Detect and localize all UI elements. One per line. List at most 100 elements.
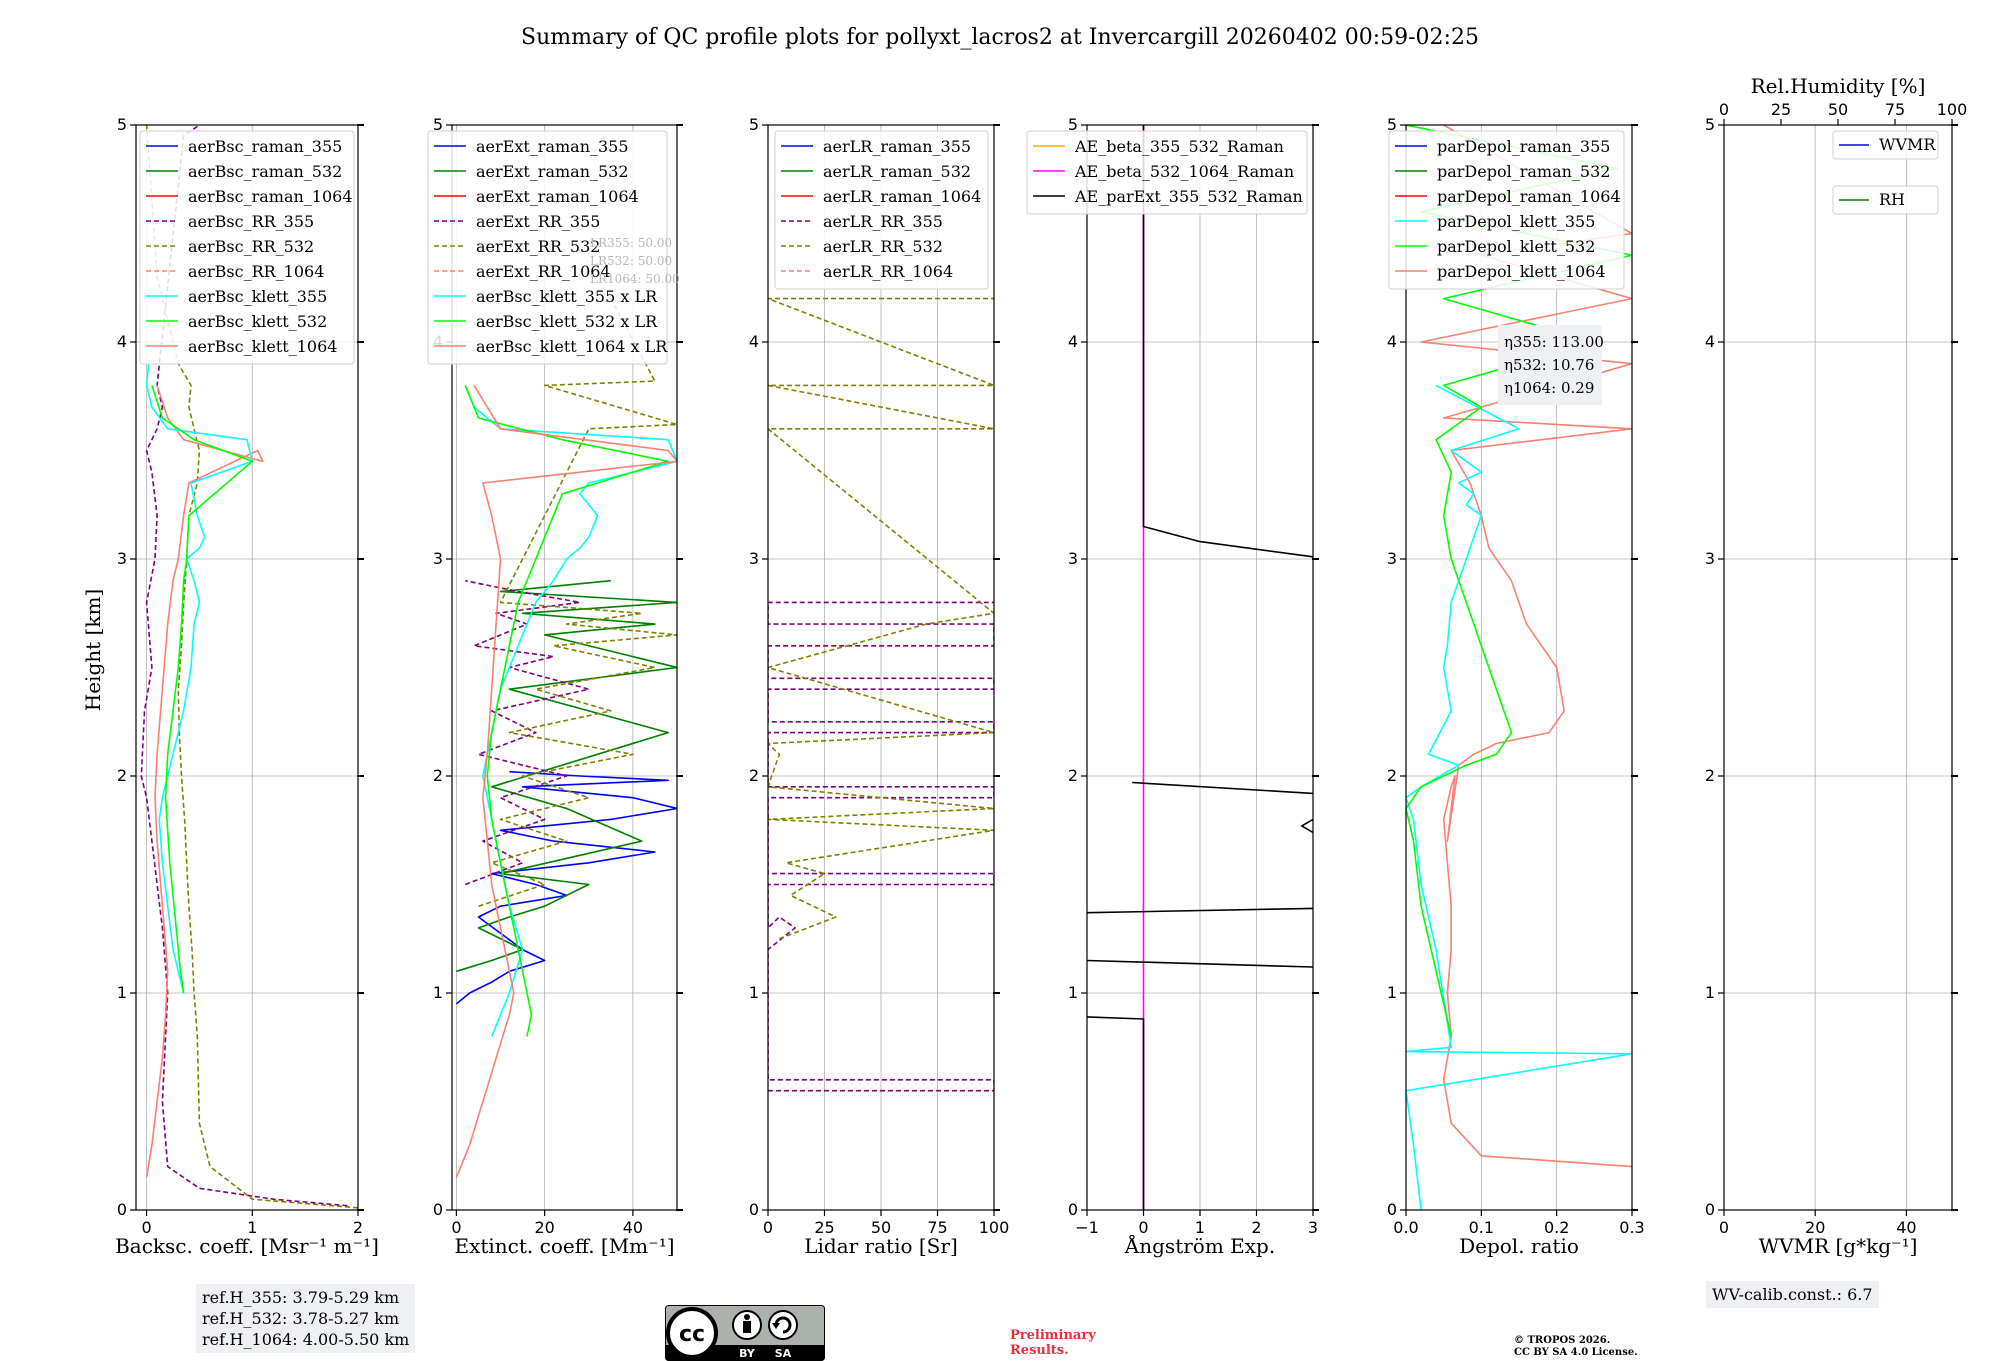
series-aerBsc_klett_355 x LR bbox=[464, 385, 677, 1037]
panel-bsc: 0 1 2 0 1 2 3 4 5 Backsc. coeff. [Msr⁻¹ m⁻¹] aerBs… bbox=[115, 115, 379, 1258]
series-aerExt_raman_355 bbox=[455, 770, 677, 1005]
x-tick-label: −1 bbox=[1075, 1218, 1099, 1237]
x-axis-label: WVMR [g*kg⁻¹] bbox=[1759, 1234, 1918, 1258]
panel-lr: 0 25 50 75 100 0 1 2 3 4 5 Lidar ratio [Sr] aerLR_ra… bbox=[749, 115, 1009, 1258]
panel-wvmr: 0 20 40 0 1 2 3 4 5 WVMR [g*kg⁻¹] 0 25 50 75 100 Rel.Hu… bbox=[1705, 74, 1967, 1258]
ref-height-1064: ref.H_1064: 4.00-5.50 km bbox=[202, 1330, 410, 1349]
legend-label: aerLR_raman_532 bbox=[823, 162, 971, 181]
y-axis-label: Height [km] bbox=[81, 589, 105, 711]
x-tick-label: 100 bbox=[979, 1218, 1010, 1237]
legend-label: aerBsc_klett_1064 x LR bbox=[476, 337, 668, 356]
x-tick-label: 50 bbox=[871, 1218, 891, 1237]
x-axis-label: Lidar ratio [Sr] bbox=[804, 1234, 958, 1258]
series-group bbox=[140, 125, 358, 1209]
legend-label: parDepol_klett_532 bbox=[1437, 237, 1595, 256]
x-tick-label: 0.1 bbox=[1469, 1218, 1494, 1237]
y-tick-label: 3 bbox=[1387, 549, 1397, 568]
cc-sa-label: SA bbox=[775, 1347, 792, 1360]
series-group bbox=[455, 298, 677, 1178]
wv-calib-box: WV-calib.const.: 6.7 bbox=[1706, 1281, 1879, 1308]
legend-label: aerBsc_klett_1064 bbox=[188, 337, 337, 356]
legend: aerExt_raman_355 aerExt_raman_532 aerExt_r… bbox=[427, 130, 668, 365]
preliminary-line-2: Results. bbox=[1010, 1343, 1069, 1358]
x-tick-label: 20 bbox=[1805, 1218, 1825, 1237]
copyright-line-2: CC BY SA 4.0 License. bbox=[1514, 1347, 1638, 1358]
axes-frame bbox=[451, 124, 678, 1211]
y-tick-label: 1 bbox=[433, 983, 443, 1002]
legend-label: aerExt_raman_1064 bbox=[476, 187, 639, 206]
legend-label: aerBsc_RR_532 bbox=[188, 237, 314, 256]
y-tick-label: 5 bbox=[1705, 115, 1715, 134]
cc-license-badge: cc BY SA bbox=[665, 1305, 825, 1361]
legend-label: aerExt_RR_355 bbox=[476, 212, 600, 231]
legend-frame bbox=[1832, 185, 1939, 215]
legend-label: aerLR_RR_1064 bbox=[823, 262, 953, 281]
legend-label: aerBsc_RR_1064 bbox=[188, 262, 324, 281]
y-tick-label: 2 bbox=[1705, 766, 1715, 785]
series-aerExt_RR_355 bbox=[464, 579, 590, 886]
legend-label: aerBsc_klett_532 x LR bbox=[476, 312, 658, 331]
y-tick-label: 1 bbox=[1705, 983, 1715, 1002]
legend-frame bbox=[427, 130, 668, 365]
legend-label: parDepol_raman_355 bbox=[1437, 137, 1610, 156]
preliminary-line-1: Preliminary bbox=[1010, 1328, 1096, 1343]
x-tick-label: 0.3 bbox=[1619, 1218, 1644, 1237]
y-tick-label: 2 bbox=[1387, 766, 1397, 785]
series-aerExt_RR_532 bbox=[478, 298, 677, 907]
top-x-tick-label: 100 bbox=[1937, 100, 1968, 119]
legend-label: aerBsc_RR_355 bbox=[188, 212, 314, 231]
axes-frame bbox=[135, 124, 359, 1211]
top-x-tick-label: 75 bbox=[1885, 100, 1905, 119]
y-tick-label: 5 bbox=[1068, 115, 1078, 134]
preliminary-results-note: Preliminary Results. bbox=[1010, 1328, 1096, 1358]
series-group bbox=[768, 297, 994, 1092]
series-AE_parExt_355_532_Raman bbox=[1087, 125, 1313, 1210]
y-tick-label: 5 bbox=[433, 115, 443, 134]
legend: aerLR_raman_355 aerLR_raman_532 aerLR_rama… bbox=[774, 130, 989, 290]
x-tick-label: 40 bbox=[1896, 1218, 1916, 1237]
legend: AE_beta_355_532_Raman AE_beta_532_1064_Ra… bbox=[1026, 130, 1308, 215]
y-tick-label: 0 bbox=[749, 1200, 759, 1219]
legend-label: AE_parExt_355_532_Raman bbox=[1074, 187, 1303, 206]
y-tick-label: 5 bbox=[749, 115, 759, 134]
y-tick-label: 1 bbox=[1387, 983, 1397, 1002]
y-tick-label: 4 bbox=[1068, 332, 1078, 351]
x-tick-label: 75 bbox=[927, 1218, 947, 1237]
x-tick-label: 0.2 bbox=[1544, 1218, 1569, 1237]
panel-depol: 0.0 0.1 0.2 0.3 0 1 2 3 4 5 Depol. ratio parDepol_r… bbox=[1387, 115, 1645, 1258]
eta-box-bg bbox=[1498, 325, 1602, 405]
top-x-axis-label: Rel.Humidity [%] bbox=[1751, 74, 1926, 98]
x-tick-label: 1 bbox=[247, 1218, 257, 1237]
series-aerBsc_klett_1064 x LR bbox=[455, 384, 677, 1178]
legend-label: aerExt_RR_532 bbox=[476, 237, 600, 256]
ref-height-355: ref.H_355: 3.79-5.29 km bbox=[202, 1288, 400, 1307]
legend: parDepol_raman_355 parDepol_raman_532 parD… bbox=[1388, 130, 1625, 290]
axes-frame bbox=[1405, 124, 1633, 1211]
y-tick-label: 4 bbox=[1387, 332, 1397, 351]
series-parDepol_klett_532 bbox=[1406, 125, 1632, 1037]
legend-label: aerBsc_raman_532 bbox=[188, 162, 342, 181]
lr-note-355: LR355: 50.00 bbox=[590, 236, 672, 250]
lidar-ratio-note: LR355: 50.00 LR532: 50.00 LR1064: 50.00 bbox=[590, 236, 680, 286]
series-aerBsc_klett_355 bbox=[145, 363, 254, 994]
legend-frame bbox=[1832, 130, 1939, 160]
y-tick-label: 5 bbox=[117, 115, 127, 134]
legend-label: aerLR_raman_1064 bbox=[823, 187, 981, 206]
cc-by-label: BY bbox=[739, 1347, 756, 1360]
share-alike-icon bbox=[768, 1310, 798, 1340]
eta-1064: η1064: 0.29 bbox=[1504, 379, 1594, 397]
legend-label: aerLR_raman_355 bbox=[823, 137, 971, 156]
x-axis-label: Backsc. coeff. [Msr⁻¹ m⁻¹] bbox=[115, 1234, 379, 1258]
series-group bbox=[1087, 125, 1313, 1210]
y-tick-label: 1 bbox=[117, 983, 127, 1002]
copyright-note: © TROPOS 2026. CC BY SA 4.0 License. bbox=[1514, 1335, 1638, 1359]
y-tick-label: 0 bbox=[1068, 1200, 1078, 1219]
legend-label: aerExt_raman_532 bbox=[476, 162, 629, 181]
x-tick-label: 2 bbox=[353, 1218, 363, 1237]
legend-label: AE_beta_532_1064_Raman bbox=[1074, 162, 1294, 181]
y-tick-label: 0 bbox=[433, 1200, 443, 1219]
x-axis-label: Depol. ratio bbox=[1459, 1234, 1579, 1258]
lr-note-532: LR532: 50.00 bbox=[590, 254, 672, 268]
y-tick-label: 2 bbox=[749, 766, 759, 785]
x-tick-label: 3 bbox=[1308, 1218, 1318, 1237]
